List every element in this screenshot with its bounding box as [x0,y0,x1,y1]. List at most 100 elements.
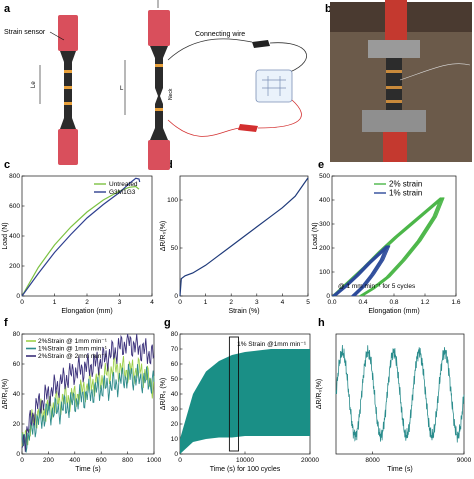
series-line [21,333,155,452]
y-axis-label: ΔR/R₀(%) [2,379,9,410]
wire-black-2 [269,42,307,73]
x-tick-label: 8000 [365,457,380,464]
y-tick-label: 200 [319,245,330,252]
x-axis-label: Time (s) for 100 cycles [210,466,281,473]
x-tick-label: 0.4 [358,299,367,306]
y-tick-label: 10 [171,436,179,443]
y-tick-label: 60 [171,361,179,368]
x-tick-label: 1000 [147,457,162,464]
hysteresis-loop [335,245,391,297]
y-tick-label: 800 [9,173,20,180]
y-tick-label: 400 [9,233,20,240]
x-tick-label: 2 [85,299,89,306]
y-tick-label: 0 [326,293,330,300]
le-label: Le [31,81,37,88]
multimeter-icon [255,69,293,103]
chart-c: 0 1 2 3 4 0 200 400 600 800 Elongation (mm) Load (N… [2,173,154,315]
x-tick-label: 600 [96,457,107,464]
y-tick-label: 70 [171,346,179,353]
x-axis-label: Time (s) [75,466,100,473]
connecting-wire-label: Connecting wire [195,31,245,38]
y-tick-label: 50 [171,376,179,383]
y-tick-label: 100 [319,269,330,276]
sensor-band [64,102,72,105]
y-tick-label: 400 [319,197,330,204]
specimen-grip-top-right [148,10,170,46]
photo-lower-clamp [362,110,426,132]
strain-sensor-label: Strain sensor [4,29,46,36]
x-tick-label: 400 [69,457,80,464]
series-line [179,177,309,297]
hysteresis-loop [333,245,389,297]
highlight-box [228,336,239,452]
hysteresis-loop [332,245,388,297]
chart-f: 0 200 400 600 800 1000 0 20 40 60 80 Time (s) ΔR/R₀(… [2,331,162,473]
y-tick-label: 30 [171,406,179,413]
x-axis-label: Strain (%) [228,308,259,315]
series-line [335,344,465,443]
chart-g: 0 10000 20000 0 10 20 30 40 50 60 70 80 Time (s) for… [160,331,319,473]
tensile-test-photo [330,0,472,162]
x-tick-label: 3 [255,299,259,306]
y-tick-label: 300 [319,221,330,228]
specimen-body-left [60,51,76,129]
x-tick-label: 3 [118,299,122,306]
y-tick-label: 0 [16,451,20,458]
legend-label: 1%Strain @ 1mm min⁻¹ [38,346,108,353]
schematic-panel: Strain sensor Le L Neck Connecting wire [4,0,307,170]
x-tick-label: 0 [20,299,24,306]
y-tick-label: 600 [9,203,20,210]
specimen-grip-top-left [58,15,78,51]
x-tick-label: 9000 [457,457,472,464]
y-tick-label: 60 [13,361,21,368]
wire-black [167,38,253,61]
sensor-band [155,64,163,67]
clip-black [252,40,270,48]
neck-label: Neck [168,88,174,100]
photo-lower-grip [383,132,407,162]
photo-band [386,86,402,89]
photo-band [386,70,402,73]
photo-upper-grip [385,0,407,50]
y-axis-label: ΔR/R₀(%) [316,379,323,410]
y-tick-label: 500 [319,173,330,180]
x-tick-label: 800 [122,457,133,464]
y-tick-label: 50 [171,245,179,252]
wire-red-2 [257,99,302,129]
y-tick-label: 20 [171,421,179,428]
sensor-band [155,108,163,111]
x-tick-label: 0.8 [389,299,398,306]
panel-label-e: e [318,159,324,171]
x-tick-label: 20000 [301,457,319,464]
wire-red [167,119,241,137]
series-line [21,363,155,453]
y-axis-label: ΔR/R₀ (%) [160,378,167,410]
x-axis-label: Time (s) [387,466,412,473]
x-tick-label: 0.0 [327,299,336,306]
x-tick-label: 0 [178,457,182,464]
strain-sensor-pointer [49,31,65,41]
x-tick-label: 1.6 [451,299,460,306]
chart-h: 8000 9000 Time (s) ΔR/R₀(%) [316,333,472,473]
x-axis-label: Elongation (mm) [61,308,112,315]
panel-label-b: b [325,3,332,15]
sensor-band [64,70,72,73]
panel-label-g: g [164,317,171,329]
legend-label: Untreated [109,181,138,188]
legend-label: 1% strain [389,189,422,198]
annotation: @ 1 mm min⁻¹ for 5 cycles [338,283,416,290]
x-tick-label: 200 [43,457,54,464]
photo-wire [399,63,471,81]
series-line [21,177,141,297]
clip-red [238,124,258,132]
photo-upper-clamp [368,40,420,58]
y-tick-label: 0 [174,293,178,300]
series-line [21,352,155,447]
oscillation-area [180,349,310,454]
y-axis-label: Load (N) [312,222,319,249]
sensor-band [64,86,72,89]
multimeter-circuit [262,76,286,96]
y-tick-label: 20 [13,421,21,428]
